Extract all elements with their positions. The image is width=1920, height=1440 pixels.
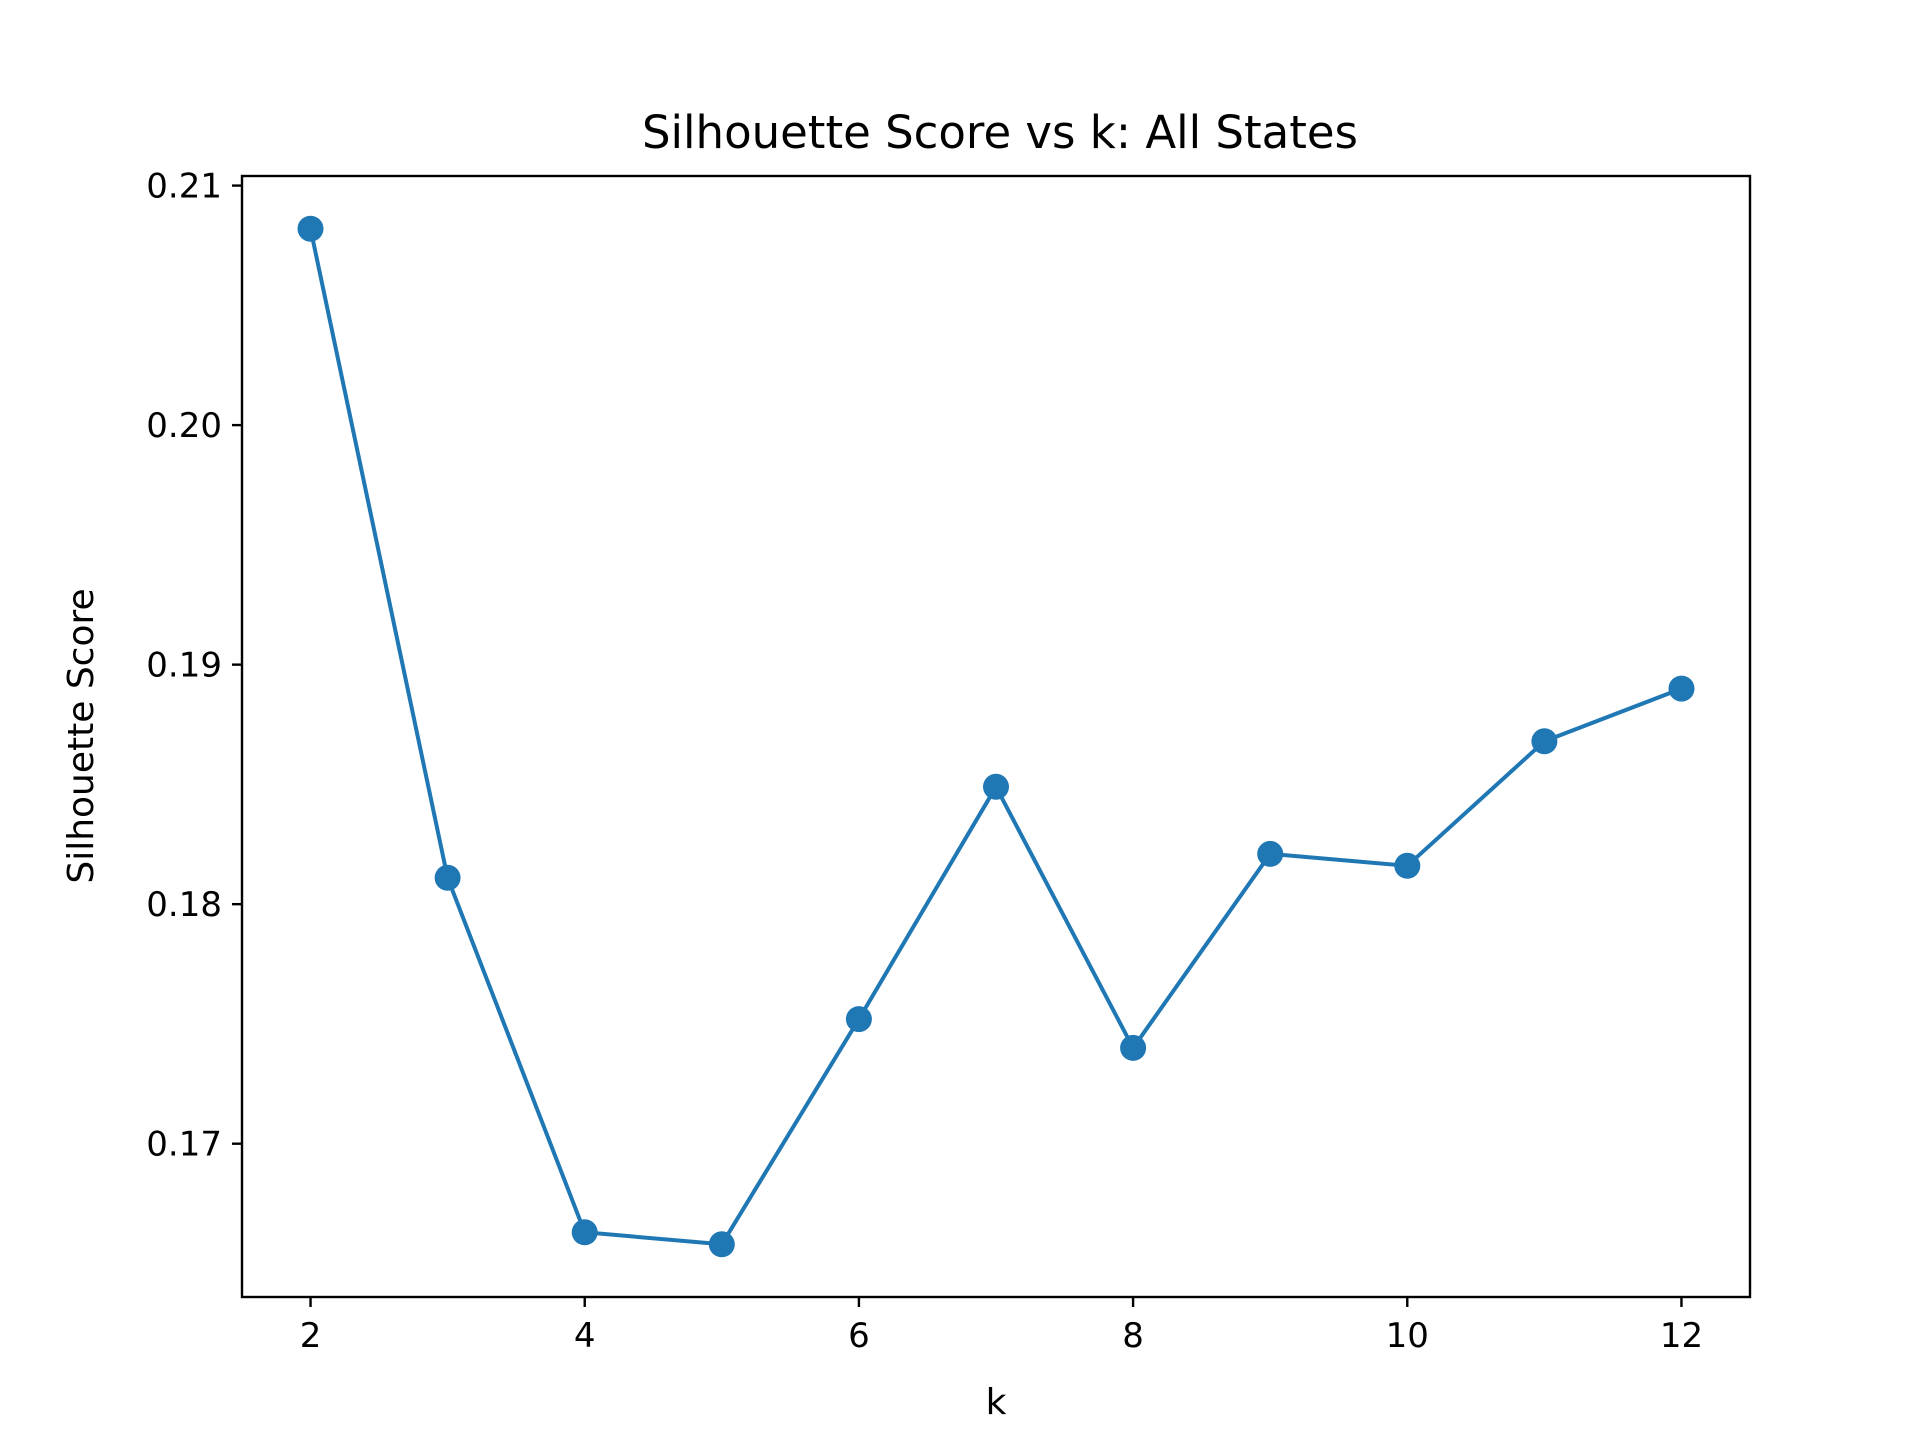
data-point — [983, 773, 1009, 800]
y-tick-label: 0.18 — [146, 885, 222, 925]
y-tick-label: 0.19 — [146, 646, 222, 686]
y-axis-label: Silhouette Score — [61, 588, 102, 883]
x-tick-label: 6 — [848, 1316, 870, 1356]
x-axis-label: k — [986, 1382, 1007, 1423]
chart-title: Silhouette Score vs k: All States — [642, 106, 1358, 159]
data-point — [571, 1219, 598, 1246]
x-axis-ticks: 2 4 6 8 10 12 — [300, 1297, 1703, 1356]
series-group — [297, 215, 1695, 1258]
data-point — [1531, 728, 1558, 755]
y-axis-ticks: 0.17 0.18 0.19 0.20 0.21 — [146, 167, 242, 1165]
y-tick-label: 0.17 — [146, 1125, 222, 1165]
data-point — [708, 1231, 735, 1258]
x-tick-label: 4 — [574, 1316, 596, 1356]
y-tick-label: 0.21 — [146, 167, 222, 207]
plot-frame — [240, 174, 1752, 1299]
data-point — [1394, 852, 1421, 879]
data-point — [1668, 675, 1695, 702]
data-point — [434, 864, 461, 891]
y-tick-label: 0.20 — [146, 406, 222, 446]
data-point — [1120, 1034, 1147, 1061]
x-tick-label: 10 — [1386, 1316, 1429, 1356]
x-tick-label: 2 — [300, 1316, 322, 1356]
x-tick-label: 12 — [1660, 1316, 1703, 1356]
data-point — [297, 215, 324, 242]
data-point — [845, 1006, 872, 1033]
x-tick-label: 8 — [1122, 1316, 1144, 1356]
data-point — [1257, 840, 1284, 867]
